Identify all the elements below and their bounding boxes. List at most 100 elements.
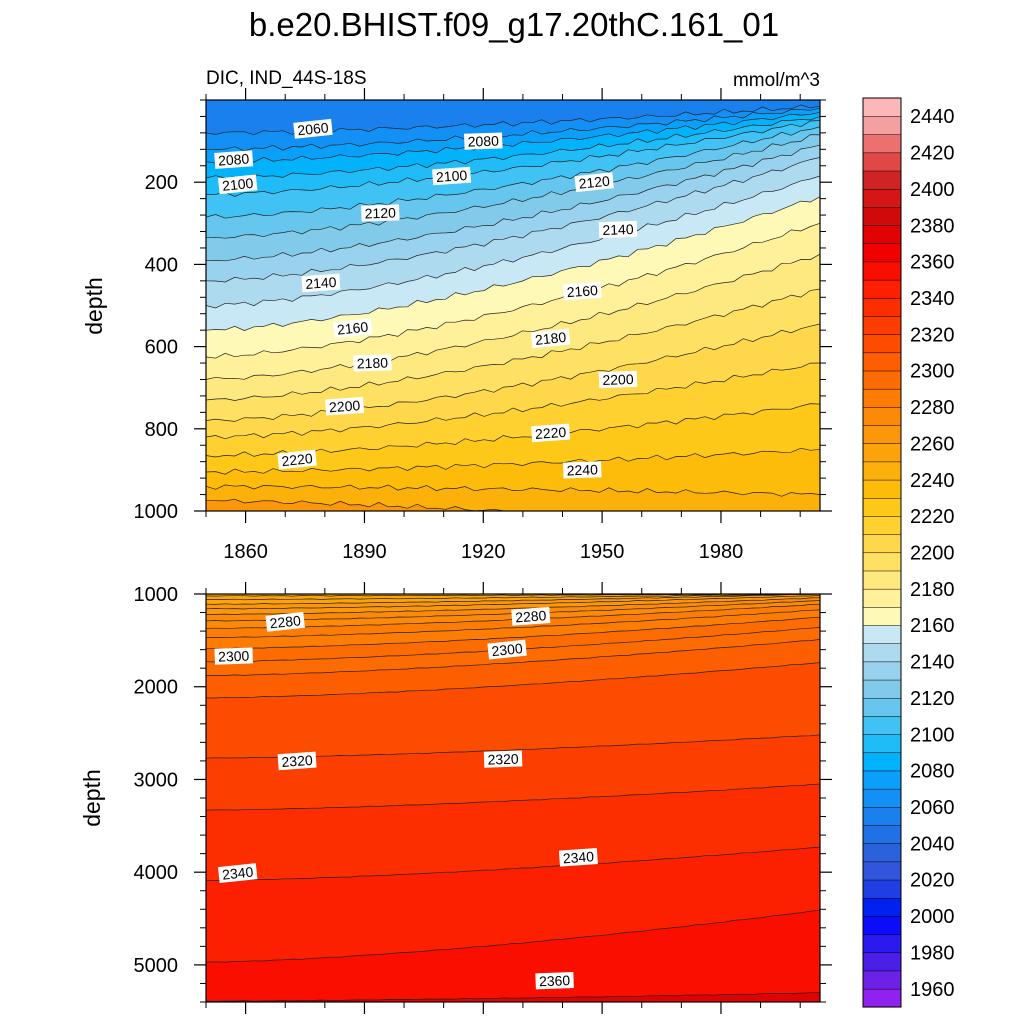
- contour-label-bg: [530, 328, 571, 349]
- upper-contour-line-2210: [206, 362, 820, 440]
- contour-label-bg: [598, 370, 638, 389]
- colorbar-box: [862, 861, 902, 881]
- upper-contour-line-2250: [206, 498, 525, 511]
- contour-label-text: 2300: [218, 648, 250, 665]
- colorbar-box: [862, 643, 902, 663]
- colorbar-label: 2220: [910, 506, 955, 528]
- y-tick-label: 1000: [134, 501, 179, 523]
- contour-label-bg: [531, 423, 571, 443]
- upper-contour-line-2140: [206, 157, 820, 283]
- upper-contour-line-2090: [206, 116, 820, 181]
- colorbar-box: [862, 988, 902, 1008]
- colorbar-box: [862, 679, 902, 699]
- colorbar-label: 2040: [910, 833, 955, 855]
- contour-label-text: 2120: [364, 204, 396, 221]
- contour-label-text: 2160: [566, 282, 598, 300]
- colorbar-box: [862, 134, 902, 154]
- lower-contour-line-2290: [206, 616, 820, 650]
- colorbar-box: [862, 897, 902, 917]
- colorbar-frame: [862, 97, 902, 1008]
- contour-label-text: 2140: [305, 274, 337, 292]
- contour-label-bg: [214, 150, 254, 169]
- upper-panel: 2060 2080 2080 2100 2100 2120 2120 2140 2140 2160…: [81, 88, 832, 563]
- lower-contour-line-2285: [206, 609, 820, 638]
- lower-contour-line-2360: [206, 992, 820, 1002]
- upper-contour-line-2160: [206, 196, 820, 331]
- upper-contour-label: 2100: [217, 174, 258, 195]
- upper-contour-line-2240: [206, 484, 820, 497]
- colorbar-box: [862, 424, 902, 444]
- contour-label-bg: [432, 166, 472, 186]
- contour-label-text: 2320: [281, 752, 313, 770]
- lower-contour-line-2270: [206, 597, 820, 615]
- contour-label-bg: [332, 318, 373, 339]
- colorbar-box: [862, 461, 902, 481]
- upper-contour-line-2100: [206, 120, 820, 197]
- colorbar-label: 2200: [910, 543, 955, 565]
- contour-label-text: 2120: [578, 173, 611, 192]
- x-tick-label: 1950: [580, 541, 625, 563]
- lower-contour-line-2340: [206, 846, 820, 881]
- lower-contour-label: 2320: [277, 751, 317, 771]
- x-tick-label: 1890: [342, 541, 387, 563]
- colorbar-box: [862, 552, 902, 572]
- upper-contour-label: 2240: [563, 461, 602, 479]
- upper-contour-label: 2100: [432, 166, 472, 186]
- figure-title: b.e20.BHIST.f09_g17.20thC.161_01: [249, 6, 779, 43]
- colorbar-box: [862, 497, 902, 517]
- colorbar-box: [862, 443, 902, 463]
- contour-label-bg: [325, 396, 365, 416]
- x-tick-label: 1980: [699, 541, 744, 563]
- colorbar-box: [862, 624, 902, 644]
- colorbar-label: 2080: [910, 761, 955, 783]
- colorbar-box: [862, 661, 902, 681]
- contour-label-text: 2060: [297, 119, 330, 138]
- colorbar-box: [862, 606, 902, 626]
- colorbar-label: 1980: [910, 943, 955, 965]
- colorbar-box: [862, 206, 902, 226]
- colorbar-label: 2340: [910, 288, 955, 310]
- colorbar-label: 2140: [910, 652, 955, 674]
- colorbar-box: [862, 243, 902, 263]
- colorbar-box: [862, 188, 902, 208]
- colorbar-box: [862, 588, 902, 608]
- lower-contour-label: 2320: [483, 750, 523, 768]
- colorbar-box: [862, 934, 902, 954]
- lower-contour-label: 2280: [265, 611, 305, 632]
- colorbar-box: [862, 879, 902, 899]
- contour-label-text: 2180: [534, 329, 567, 348]
- contour-label-text: 2340: [562, 848, 594, 866]
- contour-label-bg: [277, 449, 317, 470]
- contour-label-bg: [558, 847, 598, 867]
- colorbar-label: 2000: [910, 906, 955, 928]
- colorbar-box: [862, 279, 902, 299]
- colorbar-box: [862, 697, 902, 717]
- colorbar-box: [862, 570, 902, 590]
- colorbar-box: [862, 752, 902, 772]
- contour-label-bg: [464, 132, 503, 150]
- upper-contour-label: 2060: [293, 118, 333, 139]
- lower-contour-line-2310: [206, 662, 820, 699]
- lower-ylabel: depth: [79, 769, 105, 827]
- contour-label-bg: [483, 750, 523, 768]
- contour-label-text: 2340: [221, 863, 254, 882]
- colorbar-label: 2320: [910, 324, 955, 346]
- colorbar-box: [862, 388, 902, 408]
- upper-contour-label: 2160: [562, 281, 602, 301]
- upper-contour-label: 2200: [598, 370, 638, 389]
- colorbar-label: 2060: [910, 797, 955, 819]
- lower-contour-line-2265: [206, 595, 820, 610]
- colorbar-box: [862, 515, 902, 535]
- colorbar-box: [862, 806, 902, 826]
- colorbar-box: [862, 788, 902, 808]
- contour-label-text: 2200: [329, 397, 361, 415]
- upper-contour-line-2110: [206, 126, 820, 219]
- upper-contour-label: 2220: [277, 449, 317, 470]
- colorbar-label: 2380: [910, 215, 955, 237]
- y-tick-label: 4000: [134, 862, 179, 884]
- units-label: mmol/m^3: [733, 70, 820, 91]
- contour-label-text: 2240: [566, 461, 598, 478]
- y-tick-label: 1000: [134, 584, 179, 606]
- contour-label-text: 2320: [487, 751, 519, 768]
- lower-panel: 2280 2280 2300 2300 2320 2320 2340 2340 2360 100…: [79, 582, 832, 1014]
